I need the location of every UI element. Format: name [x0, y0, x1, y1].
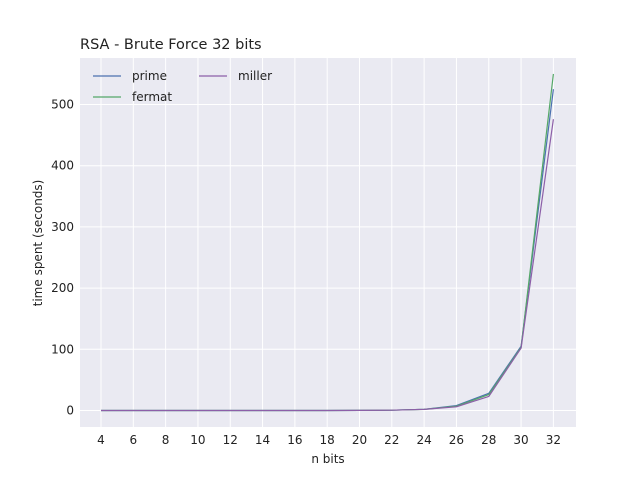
- y-tick-labels: 0 100 200 300 400 500: [51, 98, 74, 418]
- legend-label-fermat: fermat: [132, 90, 172, 104]
- y-tick-label: 500: [51, 98, 74, 112]
- x-tick-label: 6: [129, 433, 137, 447]
- chart-title: RSA - Brute Force 32 bits: [80, 37, 262, 53]
- x-tick-label: 28: [481, 433, 496, 447]
- x-tick-label: 18: [320, 433, 335, 447]
- y-tick-label: 400: [51, 159, 74, 173]
- legend-label-prime: prime: [132, 69, 167, 83]
- x-tick-label: 30: [513, 433, 528, 447]
- x-tick-label: 8: [162, 433, 170, 447]
- x-tick-label: 10: [190, 433, 205, 447]
- series-lines: [101, 73, 554, 412]
- x-tick-label: 4: [97, 433, 105, 447]
- x-tick-label: 20: [352, 433, 367, 447]
- y-tick-label: 0: [66, 403, 74, 417]
- x-tick-label: 12: [223, 433, 238, 447]
- x-tick-label: 32: [546, 433, 561, 447]
- plot-area: [80, 58, 576, 427]
- x-tick-label: 14: [255, 433, 270, 447]
- x-tick-label: 26: [449, 433, 464, 447]
- grid-lines: [80, 58, 576, 427]
- x-tick-label: 16: [287, 433, 302, 447]
- legend: prime fermat miller: [93, 69, 272, 104]
- series-line-miller: [101, 119, 554, 412]
- x-tick-label: 22: [384, 433, 399, 447]
- y-axis-title: time spent (seconds): [31, 180, 45, 307]
- x-tick-labels: 4 6 8 10 12 14 16 18 20 22 24 26 28 30 32: [97, 433, 561, 447]
- y-tick-label: 200: [51, 281, 74, 295]
- legend-label-miller: miller: [238, 69, 272, 83]
- y-tick-label: 300: [51, 220, 74, 234]
- y-tick-label: 100: [51, 342, 74, 356]
- x-tick-label: 24: [416, 433, 431, 447]
- x-axis-title: n bits: [311, 452, 344, 466]
